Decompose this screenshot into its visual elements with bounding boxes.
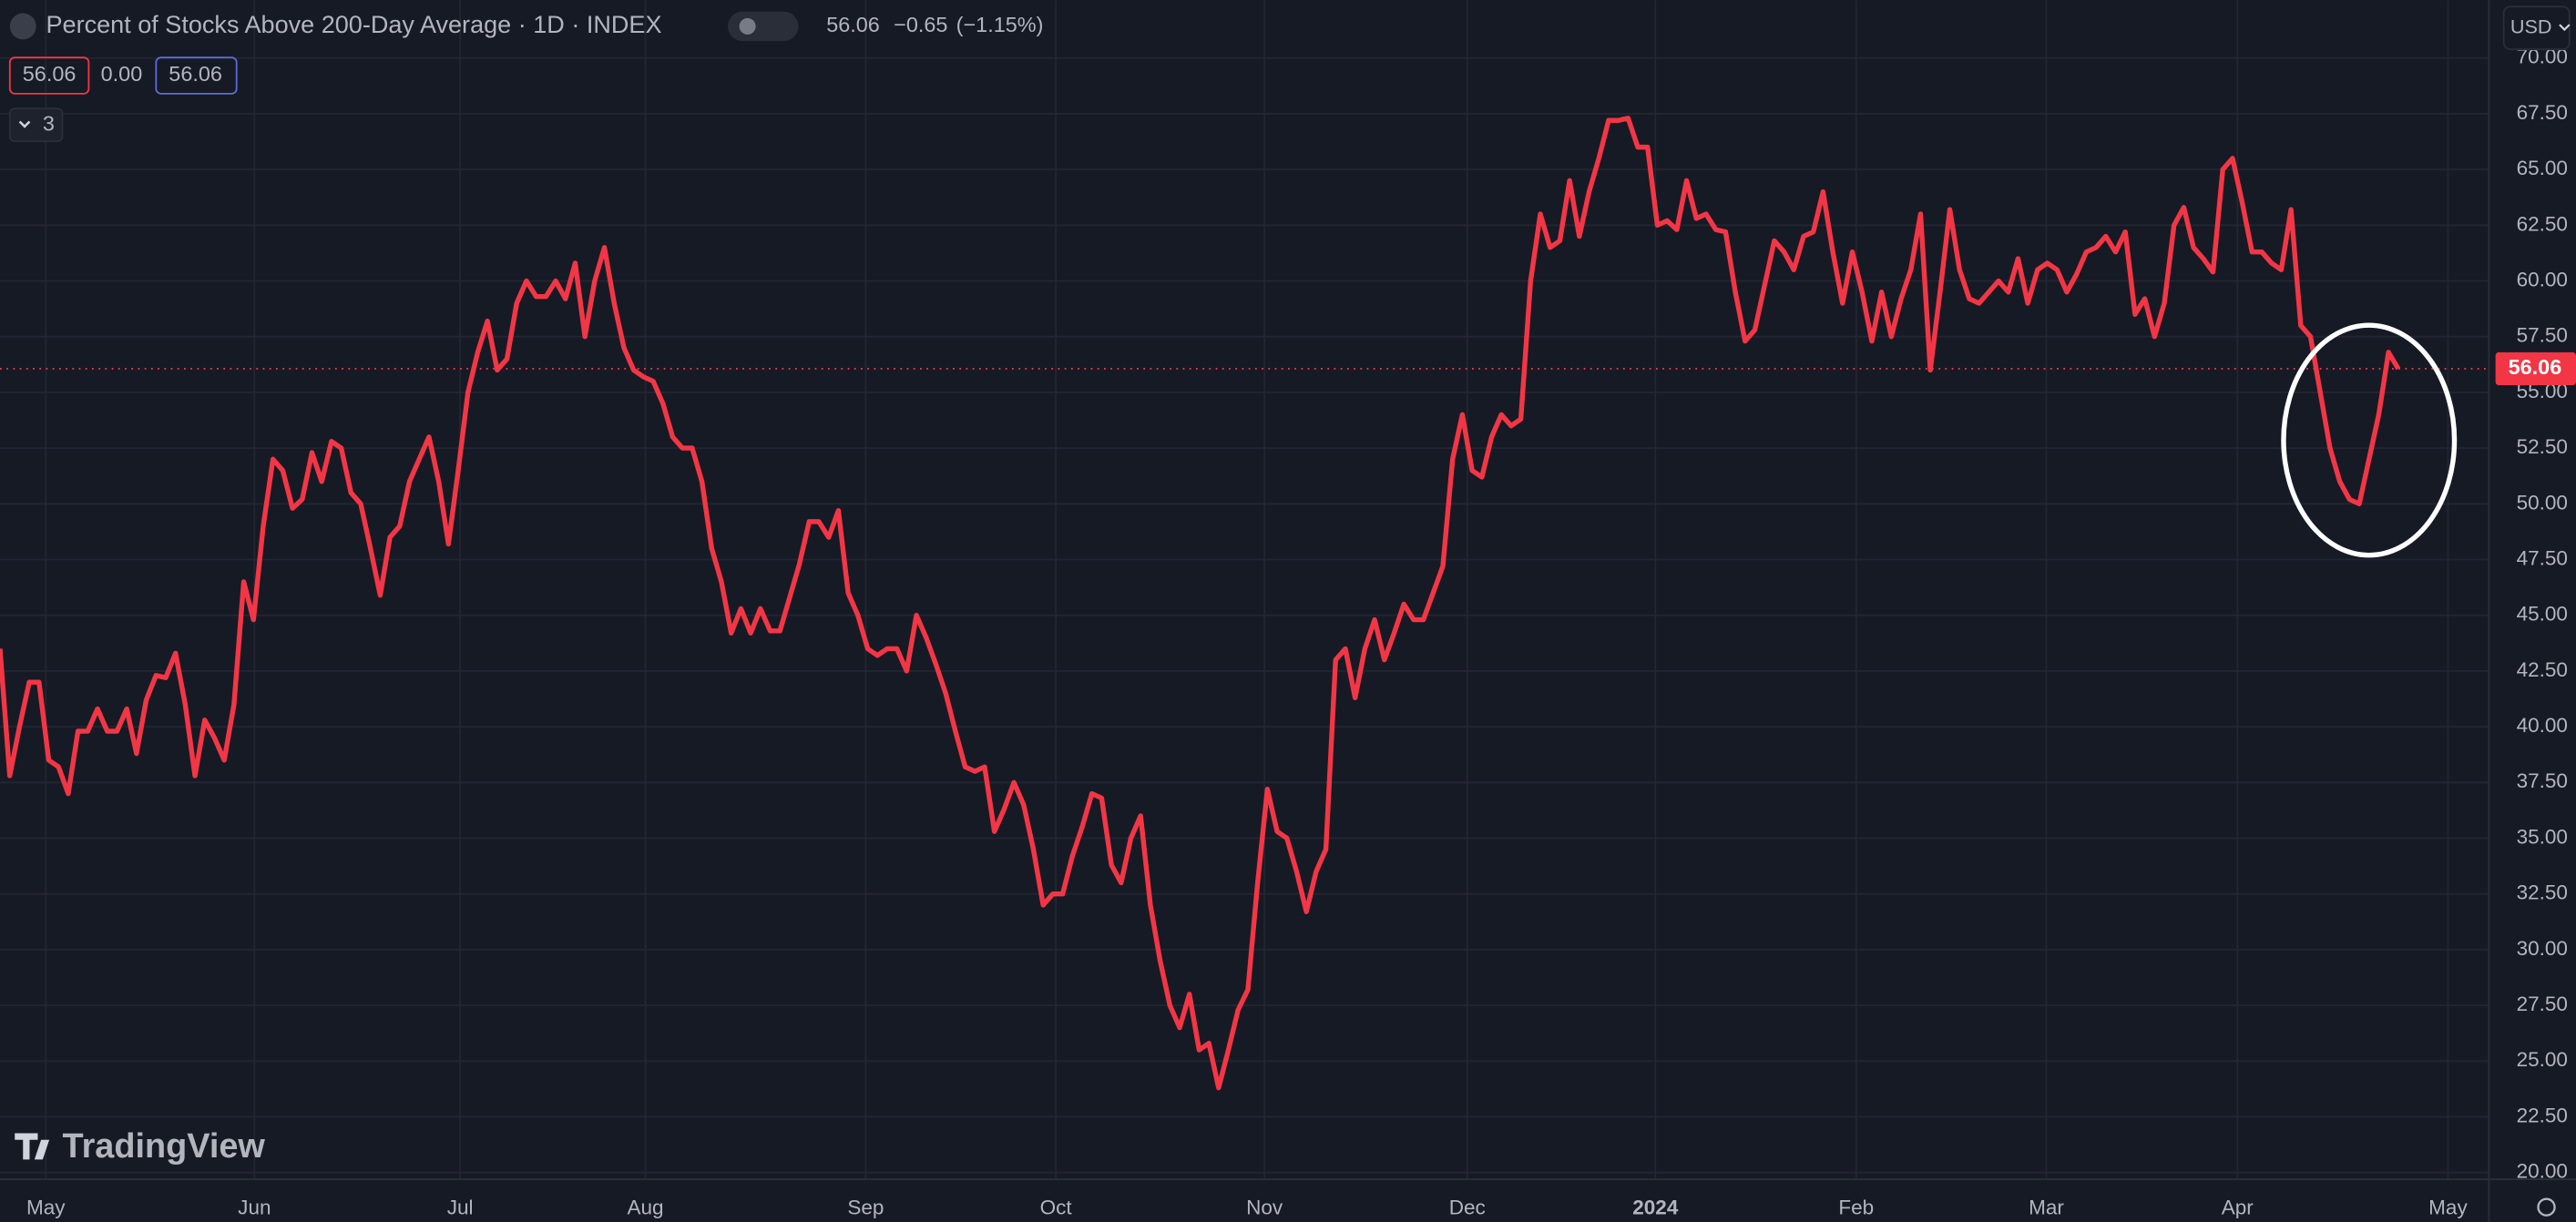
header-last: 56.06	[826, 13, 880, 36]
y-tick-label: 37.50	[2517, 769, 2568, 792]
y-tick-label: 65.00	[2517, 157, 2568, 179]
brand: TradingView	[63, 1127, 266, 1166]
annotation-circle	[2281, 322, 2458, 558]
legend-value: 0.00	[101, 62, 143, 86]
y-tick-label: 22.50	[2517, 1104, 2568, 1126]
toggle-knob	[739, 17, 756, 35]
x-tick-label: Sep	[847, 1196, 884, 1218]
collapse-button[interactable]	[8, 107, 64, 143]
header-change: −0.65	[894, 13, 947, 36]
y-tick-label: 47.50	[2517, 546, 2568, 569]
y-tick-label: 57.50	[2517, 324, 2568, 347]
legend-value: 56.06	[23, 62, 77, 86]
legend-box	[8, 56, 90, 95]
x-tick-label: Oct	[1040, 1196, 1073, 1218]
x-tick-label: Jun	[238, 1196, 271, 1218]
settings-icon[interactable]	[2537, 1197, 2556, 1217]
x-tick-label: May	[26, 1196, 66, 1218]
y-tick-label: 25.00	[2517, 1048, 2568, 1071]
x-tick-label: Nov	[1246, 1196, 1283, 1218]
y-tick-label: 32.50	[2517, 881, 2568, 904]
y-tick-label: 30.00	[2517, 937, 2568, 960]
x-tick-label: 2024	[1632, 1196, 1679, 1218]
symbol-icon	[9, 13, 36, 40]
y-tick-label: 27.50	[2517, 993, 2568, 1015]
chevron	[2559, 24, 2571, 32]
y-tick-label: 50.00	[2517, 491, 2568, 514]
data-line	[0, 116, 2401, 1091]
y-tick-label: 52.50	[2517, 435, 2568, 458]
y-tick-label: 42.50	[2517, 658, 2568, 681]
chart-title: Percent of Stocks Above 200-Day Average …	[46, 11, 662, 38]
price-label-bg	[2495, 351, 2576, 385]
x-tick-label: May	[2428, 1196, 2468, 1218]
x-tick-label: Apr	[2222, 1196, 2254, 1218]
x-tick-label: Mar	[2029, 1196, 2064, 1218]
y-tick-label: 40.00	[2517, 714, 2568, 737]
y-tick-label: 35.00	[2517, 825, 2568, 848]
brand-logo	[15, 1133, 50, 1160]
legend-box	[155, 56, 238, 95]
price-label: 56.06	[2509, 355, 2562, 379]
x-tick-label: Feb	[1838, 1196, 1874, 1218]
x-tick-label: Aug	[627, 1196, 663, 1218]
toggle[interactable]	[727, 11, 799, 42]
chevron	[18, 120, 31, 128]
currency-button[interactable]	[2502, 5, 2571, 51]
y-tick-label: 60.00	[2517, 268, 2568, 290]
x-tick-label: Dec	[1449, 1196, 1486, 1218]
collapsed-count: 3	[43, 111, 55, 135]
legend-value: 56.06	[169, 62, 222, 86]
header-change-pct: (−1.15%)	[956, 13, 1044, 36]
y-tick-label: 45.00	[2517, 603, 2568, 626]
y-tick-label: 20.00	[2517, 1160, 2568, 1183]
x-tick-label: Jul	[447, 1196, 474, 1218]
currency: USD	[2510, 15, 2552, 37]
y-tick-label: 67.50	[2517, 101, 2568, 124]
y-tick-label: 62.50	[2517, 212, 2568, 235]
